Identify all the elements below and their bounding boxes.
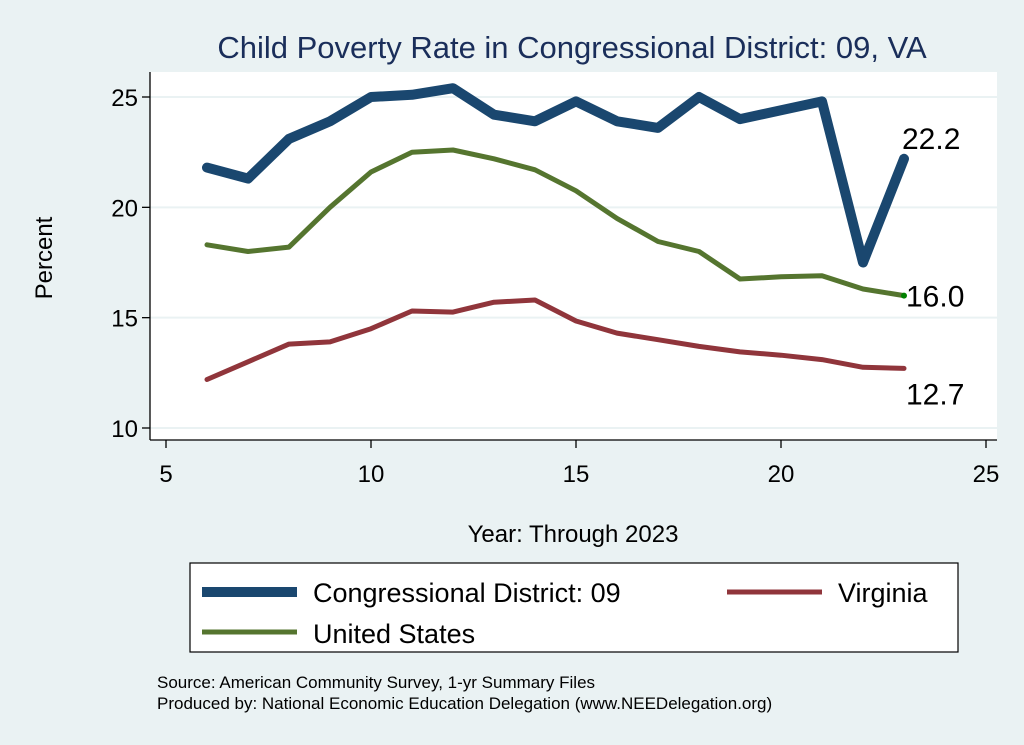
y-tick-label: 20: [111, 195, 138, 222]
end-label-virginia: 12.7: [906, 378, 964, 411]
x-ticks: 5 10 15 20 25: [159, 440, 999, 488]
series-lines: [202, 83, 909, 382]
y-tick-label: 25: [111, 85, 138, 112]
end-labels: 16.0 12.7 22.2: [902, 123, 964, 412]
legend-label-united-states: United States: [313, 619, 475, 649]
x-tick-label: 20: [768, 461, 795, 488]
end-marker-united-states: [901, 292, 907, 299]
y-tick-label: 15: [111, 306, 138, 333]
chart-title: Child Poverty Rate in Congressional Dist…: [217, 30, 927, 65]
x-axis-title: Year: Through 2023: [468, 521, 679, 548]
series-line-united-states: [204, 147, 907, 299]
legend-label-virginia: Virginia: [838, 578, 929, 608]
x-tick-label: 15: [563, 461, 590, 488]
y-ticks: 10 15 20 25: [111, 85, 150, 443]
source-note: Source: American Community Survey, 1-yr …: [157, 673, 595, 692]
series-line-district: [202, 83, 909, 268]
legend-label-district: Congressional District: 09: [313, 578, 621, 608]
y-axis-title: Percent: [31, 216, 58, 299]
series-line-virginia: [204, 297, 907, 382]
legend-box: [189, 562, 959, 653]
producer-note: Produced by: National Economic Education…: [157, 694, 772, 713]
y-tick-label: 10: [111, 416, 138, 443]
end-label-district: 22.2: [902, 123, 960, 156]
x-tick-label: 10: [358, 461, 385, 488]
x-tick-label: 25: [973, 461, 1000, 488]
x-tick-label: 5: [159, 461, 172, 488]
legend: Congressional District: 09 Virginia Unit…: [189, 562, 959, 653]
end-label-united-states: 16.0: [906, 281, 964, 314]
